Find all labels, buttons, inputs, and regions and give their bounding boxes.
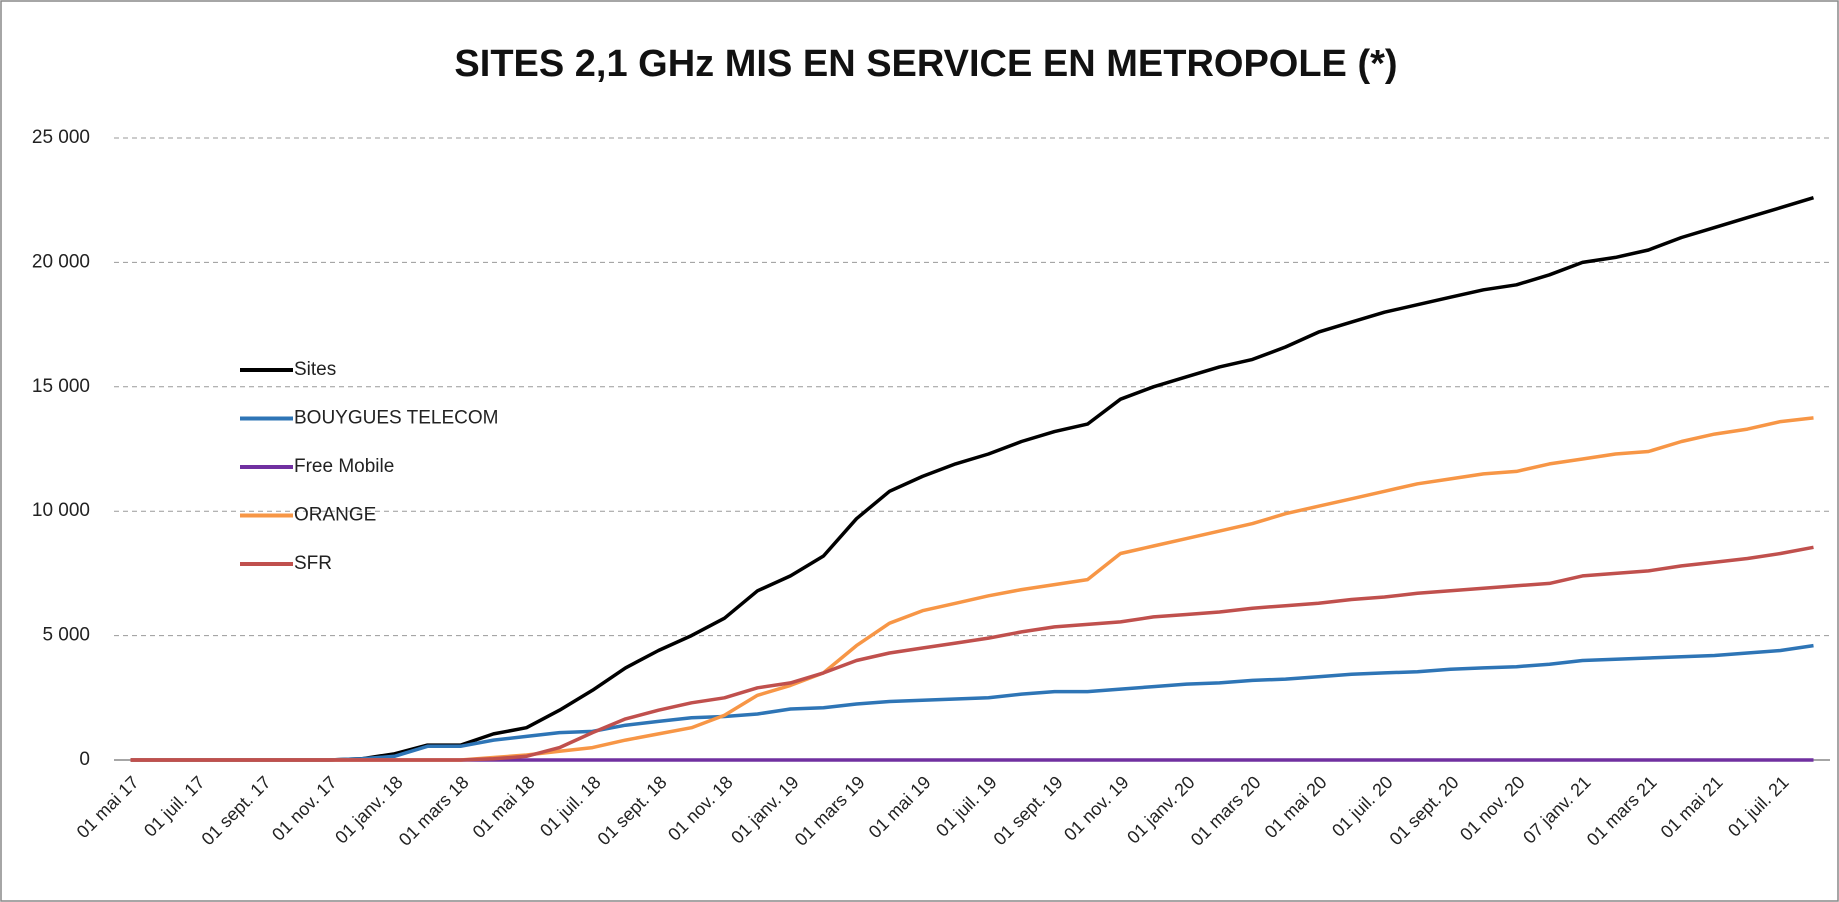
series-line (130, 545, 1814, 762)
legend-label: BOUYGUES TELECOM (294, 408, 498, 429)
series-line (130, 196, 1815, 762)
legend-label: Sites (294, 359, 336, 380)
y-tick-label: 0 (79, 749, 90, 770)
y-tick-label: 25 000 (32, 127, 90, 148)
y-tick-label: 10 000 (32, 500, 90, 521)
y-tick-label: 15 000 (32, 376, 90, 397)
chart-title: SITES 2,1 GHz MIS EN SERVICE EN METROPOL… (454, 43, 1397, 85)
legend-label: Free Mobile (294, 456, 394, 477)
y-tick-label: 5 000 (42, 625, 90, 646)
series-line (130, 643, 1814, 762)
y-tick-label: 20 000 (32, 251, 90, 272)
legend-label: SFR (294, 553, 332, 574)
legend-label: ORANGE (294, 505, 376, 526)
